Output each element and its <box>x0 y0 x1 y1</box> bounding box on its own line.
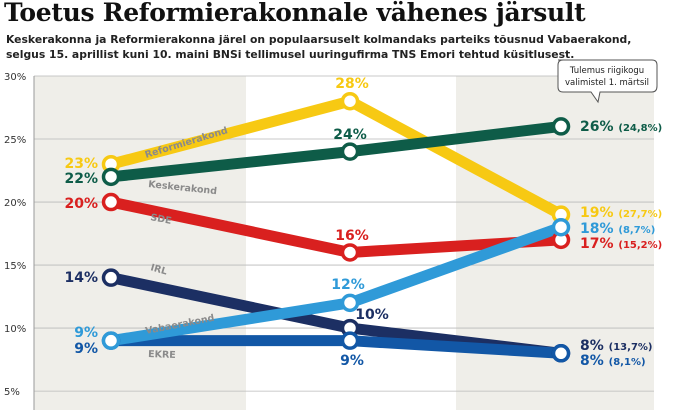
data-point-vabaerakond <box>101 331 121 350</box>
data-point-keskerakond <box>340 142 360 161</box>
chart-title: Toetus Reformierakonnale vähenes järsult <box>4 0 586 27</box>
data-label-sde: 17% (15,2%) <box>580 236 662 252</box>
data-point-vabaerakond <box>551 217 571 237</box>
data-label-reformierakond: 19% (27,7%) <box>580 205 662 221</box>
data-label-keskerakond: 26% (24,8%) <box>580 119 662 135</box>
data-point-irl <box>101 268 121 287</box>
plot-band-1 <box>34 76 246 410</box>
series-name-sde: SDE <box>149 212 172 227</box>
data-label-sde: 20% <box>64 196 98 212</box>
election-result: (27,7%) <box>618 209 662 220</box>
y-tick-label: 15% <box>4 261 26 272</box>
data-point-vabaerakond <box>340 293 360 313</box>
data-label-ekre: 8% (8,1%) <box>580 353 646 369</box>
data-label-keskerakond: 22% <box>64 171 98 187</box>
election-result: (13,7%) <box>609 342 653 353</box>
data-label-irl: 10% <box>355 307 389 323</box>
election-result: (24,8%) <box>618 123 662 134</box>
data-label-reformierakond: 28% <box>335 76 369 92</box>
y-tick-label: 20% <box>4 198 26 209</box>
series-name-irl: IRL <box>149 262 168 277</box>
data-point-reformierakond <box>340 91 360 111</box>
data-point-keskerakond <box>551 117 571 136</box>
callout-text: Tulemus riigikogu <box>569 66 644 76</box>
y-tick-label: 25% <box>4 135 26 146</box>
data-label-ekre: 9% <box>74 341 98 357</box>
election-result: (8,1%) <box>609 357 646 368</box>
data-label-sde: 16% <box>335 228 369 244</box>
election-result: (15,2%) <box>618 240 662 251</box>
data-point-ekre <box>340 331 360 350</box>
data-point-sde <box>340 243 360 262</box>
data-label-irl: 14% <box>64 270 98 286</box>
y-tick-label: 30% <box>4 72 26 83</box>
series-name-ekre: EKRE <box>148 349 176 361</box>
data-point-ekre <box>551 344 571 363</box>
data-label-ekre: 9% <box>340 353 364 369</box>
data-label-vabaerakond: 12% <box>331 277 365 293</box>
data-label-irl: 8% (13,7%) <box>580 338 653 354</box>
subtitle-line-1: Keskerakonna ja Reformierakonna järel on… <box>6 33 632 46</box>
callout-text: valimistel 1. märtsil <box>565 78 649 88</box>
data-label-reformierakond: 23% <box>64 156 98 172</box>
data-label-vabaerakond: 18% (8,7%) <box>580 221 655 237</box>
y-tick-label: 10% <box>4 324 26 335</box>
subtitle-line-2: selgus 15. aprillist kuni 10. maini BNSi… <box>6 48 575 61</box>
data-point-keskerakond <box>101 167 121 187</box>
data-label-vabaerakond: 9% <box>74 325 98 341</box>
data-label-keskerakond: 24% <box>333 127 367 143</box>
callout-bubble <box>557 59 658 104</box>
y-tick-label: 5% <box>4 387 20 398</box>
data-point-sde <box>101 192 121 212</box>
election-result: (8,7%) <box>618 225 655 236</box>
